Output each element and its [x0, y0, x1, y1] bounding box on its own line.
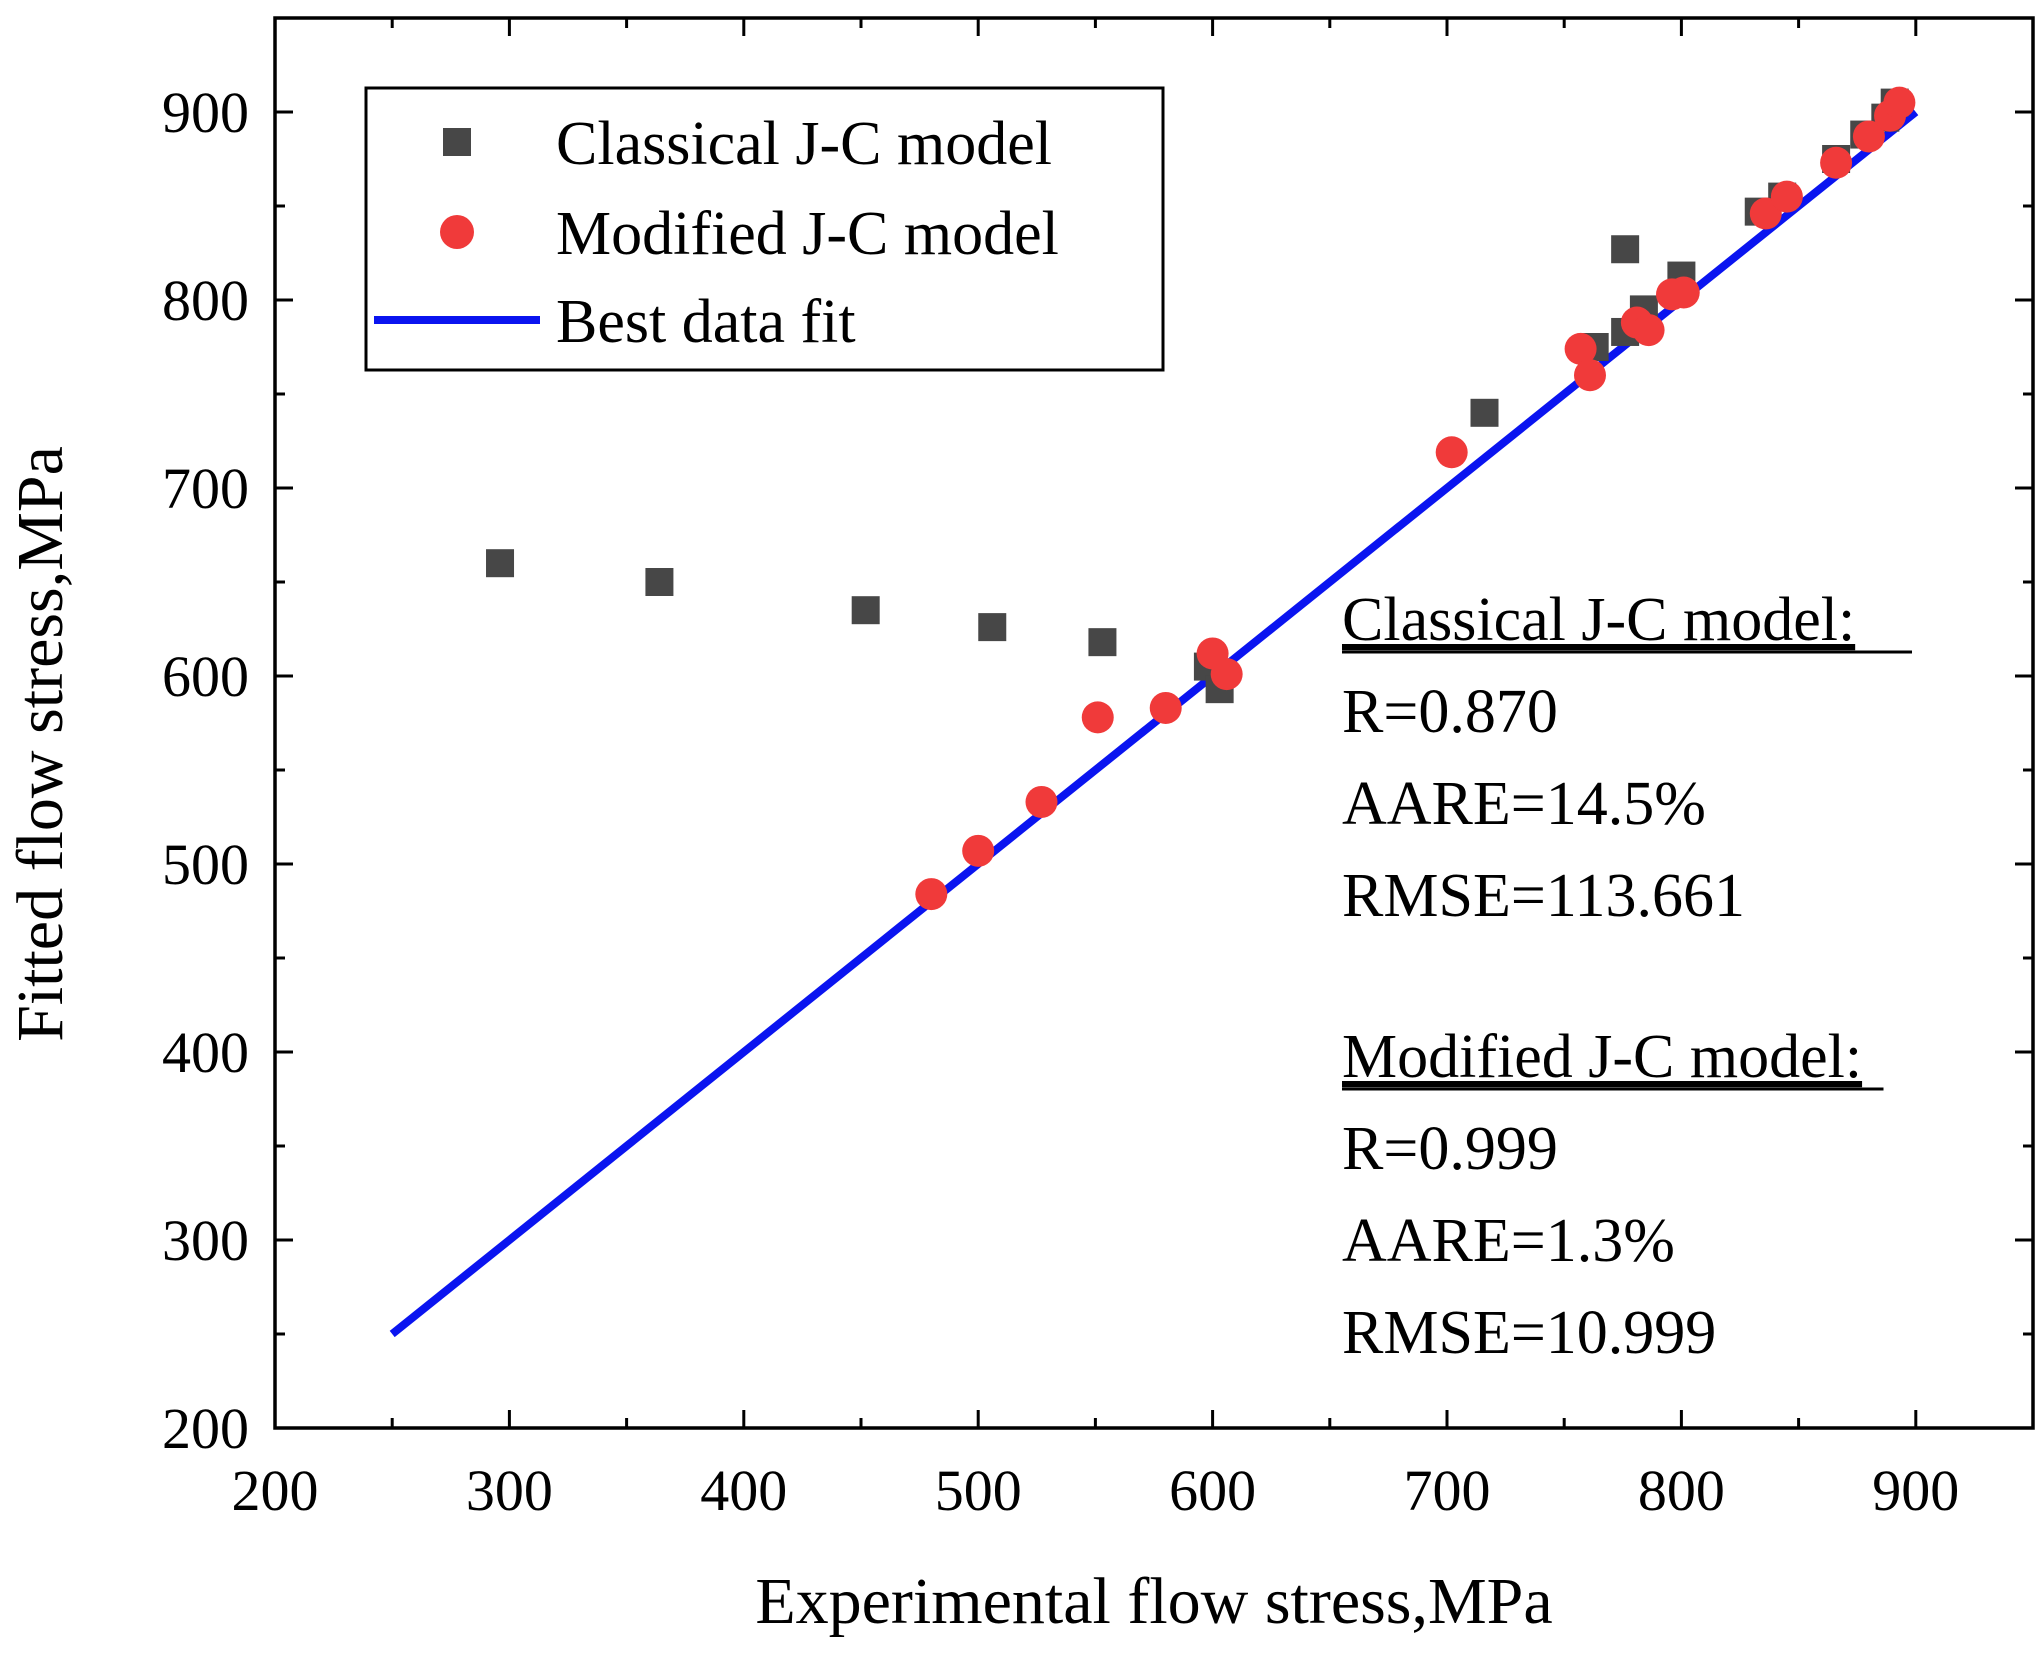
x-tick-label: 600: [1169, 1458, 1256, 1523]
y-tick-label: 900: [162, 80, 249, 145]
modified-jc-point: [1025, 785, 1058, 818]
legend-label: Modified J-C model: [556, 200, 1059, 268]
fit-lines: [389, 108, 1919, 1338]
x-axis-title: Experimental flow stress,MPa: [755, 1565, 1552, 1638]
x-tick-label: 200: [232, 1458, 319, 1523]
modified-jc-point: [1770, 180, 1803, 213]
modified-jc-point: [1435, 436, 1468, 469]
y-tick-label: 300: [162, 1208, 249, 1273]
y-tick-label: 400: [162, 1020, 249, 1085]
y-axis-ticks: 200 300 400 500 600 700 800 900: [162, 16, 2033, 1461]
classical-jc-point: [978, 613, 1007, 642]
stat-line: R=0.999: [1342, 1115, 1558, 1183]
y-tick-label: 600: [162, 644, 249, 709]
modified-jc-point: [1564, 332, 1597, 365]
plot-border: [273, 16, 2035, 1430]
legend-label: Best data fit: [556, 288, 856, 356]
x-tick-label: 800: [1638, 1458, 1725, 1523]
modified-jc-point: [1883, 86, 1916, 119]
classical-jc-point: [1611, 235, 1640, 264]
x-tick-label: 300: [466, 1458, 553, 1523]
x-tick-label: 700: [1404, 1458, 1491, 1523]
modified-jc-point: [1149, 691, 1182, 724]
stat-heading: Modified J-C model:: [1342, 1023, 1862, 1091]
y-tick-label: 700: [162, 456, 249, 521]
x-tick-label: 500: [935, 1458, 1022, 1523]
classical-jc-point: [486, 549, 515, 578]
statistics-annotations: Classical J-C model: R=0.870 AARE=14.5% RMS…: [1342, 586, 1912, 1367]
stat-line: RMSE=10.999: [1342, 1299, 1716, 1367]
stat-heading: Classical J-C model:: [1342, 586, 1855, 654]
classical-jc-point: [851, 596, 880, 625]
modified-jc-point: [1573, 359, 1606, 392]
classical-jc-point: [645, 568, 674, 596]
modified-jc-point: [1820, 146, 1853, 179]
stat-line: AARE=1.3%: [1342, 1207, 1675, 1275]
x-tick-label: 400: [700, 1458, 787, 1523]
modified-jc-point: [1632, 314, 1665, 347]
modified-jc-point: [1081, 701, 1114, 734]
y-axis-title: Fitted flow stress,MPa: [4, 446, 77, 1042]
x-axis-ticks: 200 300 400 500 600 700 800 900: [232, 18, 2035, 1523]
modified-jc-point: [915, 878, 948, 911]
plot-frame: [273, 16, 2035, 1430]
data-markers: [486, 86, 1916, 911]
classical-jc-point: [1088, 628, 1117, 657]
stat-line: AARE=14.5%: [1342, 770, 1706, 838]
legend-entries: Classical J-C model Modified J-C model Bes…: [374, 110, 1059, 356]
modified-jc-point: [1667, 276, 1700, 309]
legend-square-icon: [443, 128, 471, 156]
legend-circle-icon: [440, 215, 474, 249]
x-tick-label: 900: [1872, 1458, 1959, 1523]
stat-line: R=0.870: [1342, 678, 1558, 746]
legend-label: Classical J-C model: [556, 110, 1052, 178]
modified-jc-point: [1852, 120, 1885, 153]
y-tick-label: 800: [162, 268, 249, 333]
best-fit-line: [389, 108, 1919, 1338]
classical-jc-point: [1470, 398, 1499, 427]
y-tick-label: 200: [162, 1396, 249, 1461]
stat-line: RMSE=113.661: [1342, 862, 1745, 930]
legend: Classical J-C model Modified J-C model Bes…: [364, 86, 1165, 372]
y-tick-label: 500: [162, 832, 249, 897]
modified-jc-point: [962, 834, 995, 867]
modified-jc-point: [1210, 658, 1243, 691]
